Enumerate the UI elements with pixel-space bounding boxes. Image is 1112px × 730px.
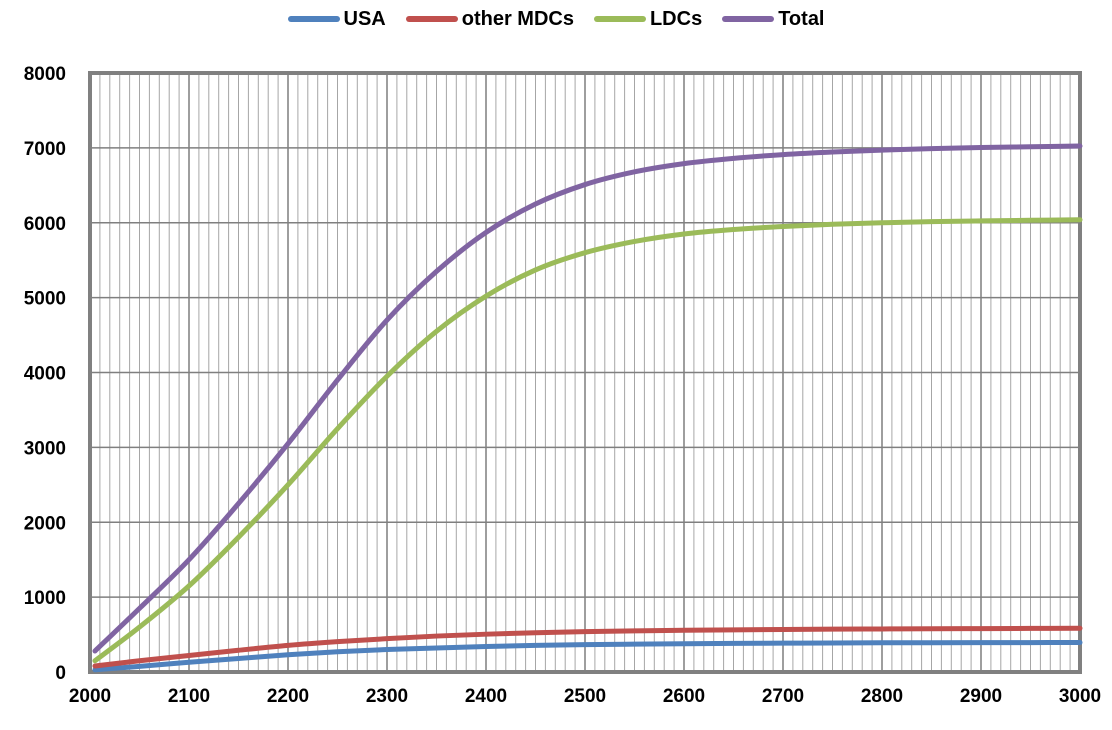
y-tick-label: 4000	[24, 364, 66, 385]
x-tick-label: 3000	[1059, 686, 1101, 707]
x-tick-label: 2500	[564, 686, 606, 707]
y-tick-label: 5000	[24, 289, 66, 310]
x-tick-label: 2300	[366, 686, 408, 707]
x-tick-label: 2600	[663, 686, 705, 707]
x-tick-label: 2400	[465, 686, 507, 707]
x-tick-label: 2800	[861, 686, 903, 707]
x-tick-label: 2700	[762, 686, 804, 707]
x-tick-label: 2100	[168, 686, 210, 707]
y-tick-label: 1000	[24, 588, 66, 609]
x-tick-label: 2900	[960, 686, 1002, 707]
y-tick-label: 6000	[24, 214, 66, 235]
y-axis-tick-labels: 0 1000 2000 3000 4000 5000 6000 7000 8000	[24, 64, 66, 684]
x-tick-label: 2200	[267, 686, 309, 707]
y-tick-label: 2000	[24, 513, 66, 534]
y-tick-label: 3000	[24, 438, 66, 459]
y-tick-label: 7000	[24, 139, 66, 160]
y-tick-label: 0	[55, 663, 66, 684]
x-axis-tick-labels: 2000 2100 2200 2300 2400 2500 2600 2700 2800 2900…	[69, 686, 1101, 707]
y-tick-label: 8000	[24, 64, 66, 85]
x-tick-label: 2000	[69, 686, 111, 707]
